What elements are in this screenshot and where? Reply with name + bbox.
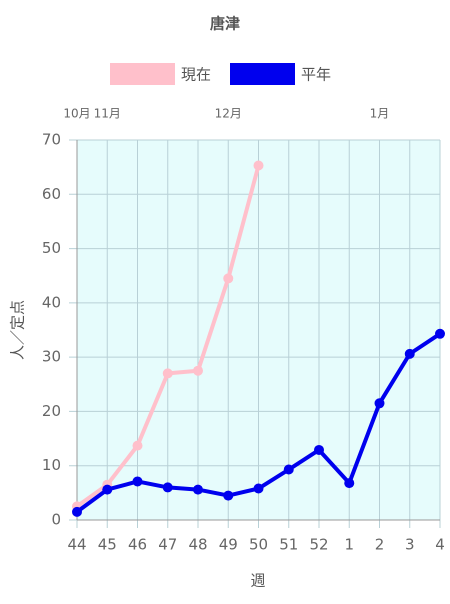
data-point [132,476,143,487]
x-tick-label: 44 [67,536,86,554]
chart-title: 唐津 [210,15,240,33]
y-tick-label: 10 [42,456,61,474]
x-tick-label: 3 [405,536,415,554]
x-tick-label: 50 [249,536,268,554]
x-tick-label: 46 [128,536,147,554]
legend-label: 平年 [301,66,331,84]
data-point [314,444,324,455]
data-point [193,484,203,495]
x-tick-label: 1 [344,536,354,554]
legend-label: 現在 [181,66,211,84]
y-tick-label: 70 [42,131,61,149]
top-tick-label: 12月 [215,107,242,121]
data-point [253,160,264,171]
top-tick-label: 10月 [63,107,90,121]
data-point [132,440,143,451]
data-point [253,483,264,494]
x-axis-label: 週 [250,572,265,590]
data-point [72,506,82,517]
data-point [223,273,234,284]
top-tick-label: 11月 [94,107,121,121]
legend-swatch [230,63,295,85]
data-point [102,484,113,495]
x-tick-label: 49 [219,536,238,554]
x-tick-label: 4 [435,536,445,554]
x-tick-label: 51 [279,536,298,554]
x-tick-label: 45 [98,536,117,554]
x-tick-label: 47 [158,536,177,554]
y-tick-label: 0 [51,511,61,529]
legend-swatch [110,63,175,85]
x-tick-label: 52 [309,536,328,554]
data-point [193,365,203,376]
data-point [162,368,173,379]
data-point [283,464,294,475]
data-point [404,348,415,359]
x-tick-label: 48 [188,536,207,554]
data-point [223,490,234,501]
y-tick-label: 50 [42,239,61,257]
x-tick-label: 2 [375,536,385,554]
y-axis-label: 人／定点 [9,300,27,360]
y-tick-label: 60 [42,185,61,203]
y-tick-label: 20 [42,402,61,420]
data-point [374,398,385,409]
top-tick-label: 1月 [370,107,390,121]
data-point [435,328,445,339]
y-tick-label: 40 [42,293,61,311]
data-point [162,482,173,493]
y-tick-label: 30 [42,348,61,366]
data-point [344,478,355,489]
